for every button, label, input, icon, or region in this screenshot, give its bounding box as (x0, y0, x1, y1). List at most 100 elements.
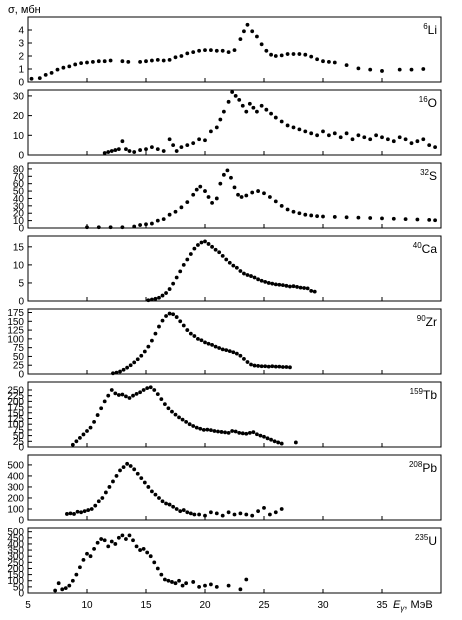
data-point (63, 586, 68, 590)
y-tick-label: 60 (13, 179, 25, 190)
data-point (244, 193, 249, 198)
data-point (113, 148, 118, 152)
data-point (74, 572, 79, 577)
data-point (60, 587, 65, 592)
y-tick-label: 80 (13, 164, 25, 175)
data-point (250, 513, 255, 518)
data-point (273, 510, 278, 515)
nucleus-symbol: U (428, 534, 437, 548)
data-point (134, 391, 139, 396)
y-tick-label: 20 (13, 209, 25, 220)
data-point (285, 123, 290, 128)
data-point (153, 492, 158, 497)
nucleus-symbol: S (429, 169, 437, 183)
data-point (120, 139, 125, 144)
y-tick-label: 200 (7, 397, 24, 408)
x-axis-label: Eγ, МэВ (393, 599, 433, 613)
data-point (297, 52, 302, 56)
data-point (203, 138, 207, 143)
data-point (127, 533, 132, 538)
data-point (427, 143, 432, 148)
data-point (380, 69, 384, 73)
data-point (161, 149, 166, 153)
x-tick-label: 10 (81, 600, 93, 611)
data-point (303, 52, 308, 57)
data-point (269, 111, 273, 116)
data-point (116, 147, 121, 151)
data-point (220, 347, 225, 352)
data-point (240, 103, 245, 108)
data-point (180, 583, 185, 588)
data-point (167, 502, 172, 507)
data-point (209, 510, 213, 515)
y-tick-label: 40 (13, 194, 25, 205)
data-point (75, 509, 80, 514)
data-point (68, 511, 73, 516)
data-point (251, 430, 256, 435)
data-point (159, 397, 164, 402)
data-point (386, 137, 390, 142)
y-tick-label: 70 (13, 172, 25, 183)
data-point (88, 554, 93, 559)
data-point (279, 53, 284, 58)
data-point (155, 147, 160, 151)
data-point (214, 48, 219, 53)
data-point (139, 476, 144, 481)
data-point (155, 218, 160, 223)
data-point (273, 115, 278, 120)
data-point (139, 353, 144, 358)
x-tick-label: 35 (376, 600, 388, 611)
data-point (148, 385, 153, 390)
data-point (181, 508, 186, 512)
data-point (67, 64, 72, 69)
data-point (132, 224, 137, 229)
data-point (49, 71, 54, 75)
data-point (210, 342, 214, 347)
data-point (82, 509, 87, 514)
data-point (170, 580, 174, 584)
data-point (259, 278, 264, 283)
data-point (152, 388, 157, 392)
data-point (315, 57, 319, 62)
data-point (157, 496, 161, 500)
data-point (164, 291, 168, 295)
data-point (226, 99, 231, 104)
data-point (192, 512, 197, 517)
data-point (106, 544, 111, 549)
data-point (415, 139, 420, 144)
y-tick-label: 10 (13, 216, 25, 227)
data-point (226, 583, 231, 588)
data-point (206, 242, 211, 246)
y-tick-label: 150 (7, 570, 24, 581)
data-point (120, 225, 125, 230)
nucleus-label: 6Li (423, 22, 437, 37)
data-point (167, 58, 172, 62)
data-point (233, 94, 238, 98)
panel-li: 0 1 2 3 4 6Li (18, 16, 442, 89)
y-tick-label: 250 (7, 385, 24, 396)
data-point (284, 365, 289, 369)
data-point (96, 225, 101, 230)
data-point (106, 393, 111, 398)
data-point (188, 331, 193, 336)
x-axis-label-sym: E (393, 599, 401, 611)
data-point (226, 50, 231, 54)
data-point (218, 117, 223, 122)
data-point (221, 172, 226, 177)
data-point (173, 55, 178, 60)
data-point (164, 314, 168, 318)
data-point (173, 412, 178, 417)
y-tick-label: 5 (18, 278, 24, 289)
panel-frame (27, 89, 442, 156)
data-point (179, 205, 184, 210)
data-point (259, 364, 264, 369)
data-point (309, 288, 314, 293)
data-point (220, 513, 225, 518)
y-tick-label: 200 (7, 564, 24, 575)
data-point (224, 257, 229, 262)
data-point (270, 281, 275, 286)
data-point (127, 149, 132, 153)
data-point (120, 59, 125, 64)
data-point (315, 133, 319, 138)
